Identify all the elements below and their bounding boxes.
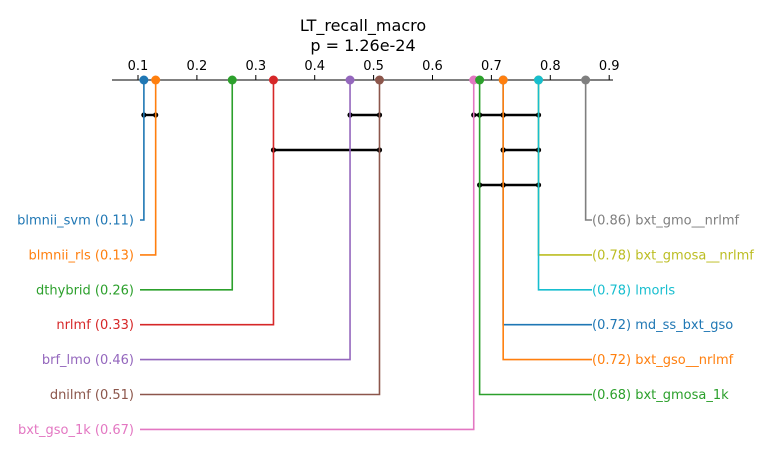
method-label: blmnii_rls (0.13)	[29, 248, 134, 263]
method-connector	[502, 80, 592, 326]
method-label: (0.78) bxt_gmosa__nrlmf	[592, 248, 754, 263]
clique-bars	[141, 112, 542, 188]
chart-title: LT_recall_macro	[300, 16, 426, 36]
method-marker	[268, 75, 278, 85]
tick-label: 0.2	[187, 59, 208, 74]
method-connector	[537, 80, 592, 291]
method-label: (0.68) bxt_gmosa_1k	[592, 388, 729, 403]
method-connector	[140, 80, 275, 326]
tick-label: 0.6	[422, 59, 443, 74]
tick-label: 0.5	[363, 59, 384, 74]
tick-label: 0.8	[540, 59, 561, 74]
tick-label: 0.1	[128, 59, 149, 74]
method-connector	[140, 80, 145, 221]
method-connector	[140, 80, 234, 291]
method-label: (0.78) lmorls	[592, 283, 675, 298]
method-marker	[534, 75, 544, 85]
method-connector	[537, 80, 592, 256]
method-marker	[475, 75, 485, 85]
method-connector	[478, 80, 592, 396]
method-label: (0.72) bxt_gso__nrlmf	[592, 353, 734, 368]
method-marker	[581, 75, 591, 85]
method-connector	[584, 80, 592, 221]
method-connector	[140, 80, 157, 256]
method-marker	[374, 75, 384, 85]
method-label: brf_lmo (0.46)	[42, 353, 134, 368]
tick-label: 0.7	[481, 59, 502, 74]
rank-axis: 0.1 0.2 0.3 0.4 0.5 0.6 0.7 0.8 0.9	[112, 59, 620, 81]
method-connector	[140, 80, 351, 361]
method-marker	[139, 75, 149, 85]
method-marker	[151, 75, 161, 85]
left-methods: blmnii_svm (0.11) blmnii_rls (0.13) dthybr…	[17, 75, 479, 438]
method-label: bxt_gso_1k (0.67)	[18, 423, 134, 438]
method-label: nrlmf (0.33)	[56, 318, 134, 333]
method-connector	[140, 80, 381, 396]
method-marker	[498, 75, 508, 85]
method-connector	[140, 80, 475, 431]
chart-subtitle: p = 1.26e-24	[310, 36, 415, 55]
method-connector	[502, 80, 592, 361]
tick-label: 0.4	[304, 59, 325, 74]
method-label: (0.86) bxt_gmo__nrlmf	[592, 214, 739, 229]
method-label: (0.72) md_ss_bxt_gso	[592, 318, 733, 333]
tick-label: 0.9	[599, 59, 620, 74]
right-methods: (0.86) bxt_gmo__nrlmf (0.78) bxt_gmosa__n…	[475, 75, 754, 403]
method-marker	[345, 75, 355, 85]
method-label: blmnii_svm (0.11)	[17, 214, 134, 229]
method-marker	[227, 75, 237, 85]
method-label: dnilmf (0.51)	[50, 388, 134, 403]
method-label: dthybrid (0.26)	[36, 283, 134, 298]
tick-label: 0.3	[245, 59, 266, 74]
